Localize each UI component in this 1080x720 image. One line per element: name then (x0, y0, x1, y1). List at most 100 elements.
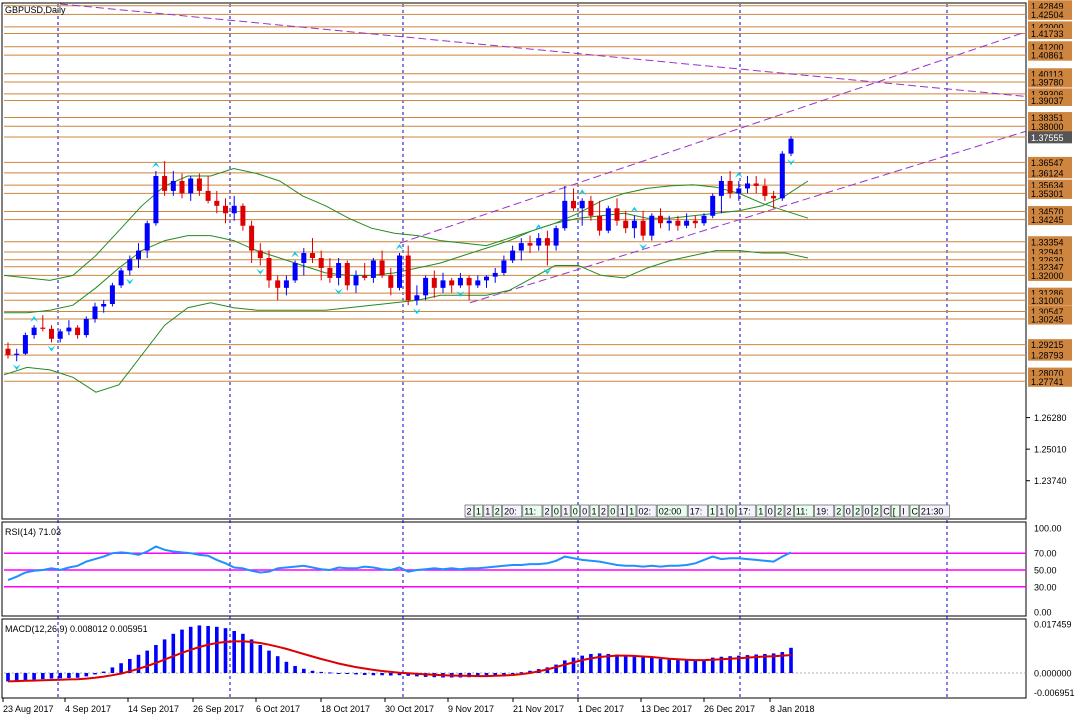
session-box (726, 504, 736, 518)
macd-histogram-bar (676, 660, 680, 673)
session-box-label: 0 (729, 507, 734, 517)
level-price-box (1028, 287, 1072, 299)
candle-body (162, 175, 168, 191)
level-price-label: 1.27741 (1031, 377, 1064, 387)
session-box (872, 504, 882, 518)
rsi-tick-label: 100.00 (1034, 524, 1062, 534)
level-price-box (1028, 214, 1072, 226)
session-box-label: 2 (601, 507, 606, 517)
candle-body (414, 295, 420, 301)
candle-body (457, 277, 463, 286)
macd-title: MACD(12,26,9) 0.008012 0.005951 (5, 624, 148, 634)
upper-band-line (3, 167, 809, 281)
candle-body (127, 259, 133, 271)
level-price-box (1028, 28, 1072, 40)
session-box (580, 504, 590, 518)
macd-histogram-bar (93, 673, 97, 675)
candle-body (605, 208, 611, 231)
level-price-label: 1.28793 (1031, 351, 1064, 361)
candle-body (544, 238, 550, 246)
macd-histogram-bar (632, 656, 637, 673)
macd-histogram-bar (128, 659, 132, 673)
session-box-label: I (902, 507, 905, 517)
level-price-label: 1.40113 (1031, 69, 1063, 79)
candle-body (170, 180, 176, 191)
level-price-box (1028, 375, 1072, 387)
session-box (474, 504, 484, 518)
level-price-label: 1.31286 (1031, 289, 1064, 299)
fractal-down-marker (256, 268, 265, 275)
session-box (890, 504, 900, 518)
level-price-box (1028, 41, 1072, 53)
macd-histogram-bar (145, 650, 149, 673)
session-box-label: 0 (610, 507, 615, 517)
fractal-up-marker (151, 162, 160, 169)
level-price-box (1028, 206, 1072, 218)
macd-histogram-bar (702, 659, 706, 673)
candle-body (283, 280, 289, 288)
macd-histogram-bar (154, 645, 158, 673)
level-price-label: 1.36547 (1031, 158, 1064, 168)
time-tick-label: 14 Sep 2017 (128, 704, 179, 714)
macd-histogram-bar (658, 659, 663, 673)
fractal-down-marker (412, 308, 421, 315)
level-price-label: 1.41200 (1031, 42, 1064, 52)
macd-histogram-bar (771, 653, 776, 673)
macd-histogram-bar (563, 660, 567, 673)
session-box (794, 504, 814, 518)
macd-tick-label: 0.017459 (1034, 620, 1072, 630)
level-price-label: 1.28070 (1031, 369, 1064, 379)
session-box (464, 504, 474, 518)
session-box (502, 504, 523, 518)
candle-body (484, 276, 489, 281)
horizontal-levels (4, 5, 1026, 382)
candle-body (266, 258, 272, 281)
level-price-box (1028, 49, 1072, 61)
macd-histogram-bar (249, 639, 254, 673)
candle-body (614, 208, 620, 221)
macd-histogram-bar (493, 673, 497, 676)
rsi-tick-label: 70.00 (1034, 549, 1057, 559)
candle-body (666, 220, 672, 224)
price-tick-label: 1.23740 (1034, 476, 1067, 486)
time-tick-label: 9 Nov 2017 (448, 704, 494, 714)
candle-body (631, 220, 637, 229)
candle-body (336, 262, 342, 278)
candle-body (49, 328, 54, 339)
candle-body (405, 255, 411, 301)
macd-histogram-bar (328, 672, 332, 674)
level-price-label: 1.42849 (1031, 1, 1064, 11)
rsi-line (7, 545, 792, 582)
level-price-box (1028, 68, 1072, 80)
candle-body (692, 220, 698, 224)
session-box (522, 504, 543, 518)
macd-histogram-bar (197, 625, 202, 673)
macd-histogram-bar (589, 653, 593, 673)
session-box-label: 17: (738, 507, 751, 517)
level-price-label: 1.32941 (1031, 248, 1064, 258)
level-price-box (1028, 21, 1072, 33)
session-box (483, 504, 493, 518)
candle-body (745, 183, 750, 189)
candle-body (571, 200, 576, 209)
candle-body (379, 260, 385, 276)
fractal-up-marker (734, 171, 743, 178)
macd-histogram-bar (6, 673, 10, 682)
rsi-pane[interactable] (1, 521, 1027, 617)
fractal-down-marker (47, 345, 56, 352)
level-price-box (1028, 246, 1072, 258)
session-box (608, 504, 618, 518)
session-box (617, 504, 627, 518)
macd-histogram-bar (32, 673, 36, 680)
macd-histogram-bar (684, 660, 689, 673)
candle-body (223, 205, 228, 214)
price-pane[interactable] (1, 2, 1027, 520)
level-price-box (1028, 306, 1072, 318)
session-box-label: 1 (710, 507, 715, 517)
level-price-box (1028, 187, 1072, 199)
session-box (717, 504, 727, 518)
macd-histogram-bar (75, 673, 80, 678)
session-box-label: 2 (495, 507, 500, 517)
candle-body (57, 331, 63, 339)
fractal-down-marker (639, 243, 648, 250)
